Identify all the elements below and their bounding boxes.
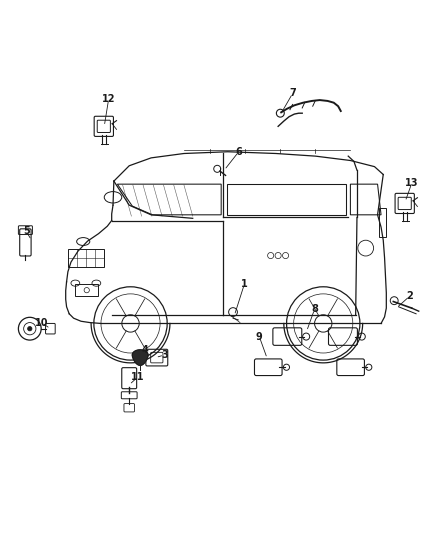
Text: 4: 4 <box>142 345 149 355</box>
Text: 3: 3 <box>161 350 168 360</box>
Text: 13: 13 <box>405 178 418 188</box>
Text: 11: 11 <box>131 372 145 382</box>
Polygon shape <box>132 350 148 365</box>
Bar <box>68 249 104 268</box>
Text: 12: 12 <box>102 94 115 104</box>
Text: 7: 7 <box>289 88 296 99</box>
Text: 1: 1 <box>241 279 248 289</box>
Text: 8: 8 <box>311 304 318 314</box>
Text: 5: 5 <box>23 227 30 237</box>
Text: 6: 6 <box>235 147 242 157</box>
Text: 9: 9 <box>256 332 263 342</box>
Bar <box>379 208 386 237</box>
Text: 10: 10 <box>35 318 48 328</box>
Text: 2: 2 <box>406 291 413 301</box>
Bar <box>75 284 98 296</box>
Circle shape <box>28 327 32 331</box>
